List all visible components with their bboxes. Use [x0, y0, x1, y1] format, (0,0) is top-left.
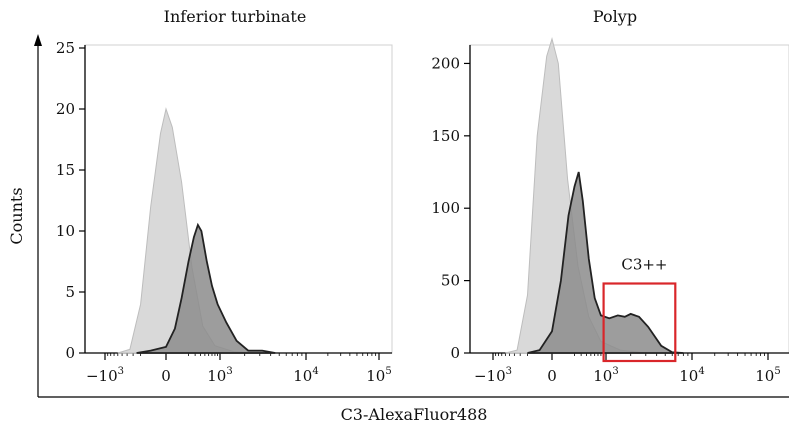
- y-tick-label: 0: [450, 344, 460, 362]
- panel-inferior-turbinate: Inferior turbinate 0 5 10 15 20 25 −103 0 103 104 1…: [56, 7, 393, 385]
- y-tick-label: 10: [56, 222, 75, 240]
- outer-y-axis-arrow: [34, 34, 42, 46]
- x-tick-label: 104: [293, 366, 318, 385]
- x-tick-label: 0: [161, 367, 171, 385]
- x-tick-label: 0: [547, 367, 557, 385]
- y-tick-label: 15: [56, 161, 75, 179]
- x-tick-label: 105: [366, 366, 391, 385]
- panel-title: Inferior turbinate: [164, 7, 307, 26]
- x-tick-label: −103: [474, 366, 512, 385]
- gate-label: C3++: [621, 256, 667, 274]
- panel-title: Polyp: [593, 7, 637, 26]
- histogram-stained: [527, 171, 684, 354]
- y-tick-label: 25: [56, 39, 75, 57]
- histogram-stained: [136, 222, 276, 354]
- y-tick-label: 100: [431, 199, 460, 217]
- y-tick-label: 50: [441, 272, 460, 290]
- x-tick-label: −103: [86, 366, 124, 385]
- y-tick-label: 5: [65, 283, 75, 301]
- x-axis-label: C3-AlexaFluor488: [341, 405, 488, 424]
- x-tick-label: 104: [679, 366, 704, 385]
- y-tick-label: 20: [56, 100, 75, 118]
- plot-frame: [469, 44, 789, 354]
- panel-polyp: Polyp 0 50 100 150 200 −103 0 103 104 105 C3++: [431, 7, 789, 385]
- y-tick-label: 200: [431, 54, 460, 72]
- plot-frame: [84, 44, 393, 354]
- y-tick-label: 150: [431, 127, 460, 145]
- y-axis-label: Counts: [7, 187, 26, 244]
- x-tick-label: 103: [207, 366, 232, 385]
- gate-box: [602, 282, 677, 363]
- y-tick-label: 0: [65, 344, 75, 362]
- x-tick-label: 105: [755, 366, 780, 385]
- x-tick-label: 103: [593, 366, 618, 385]
